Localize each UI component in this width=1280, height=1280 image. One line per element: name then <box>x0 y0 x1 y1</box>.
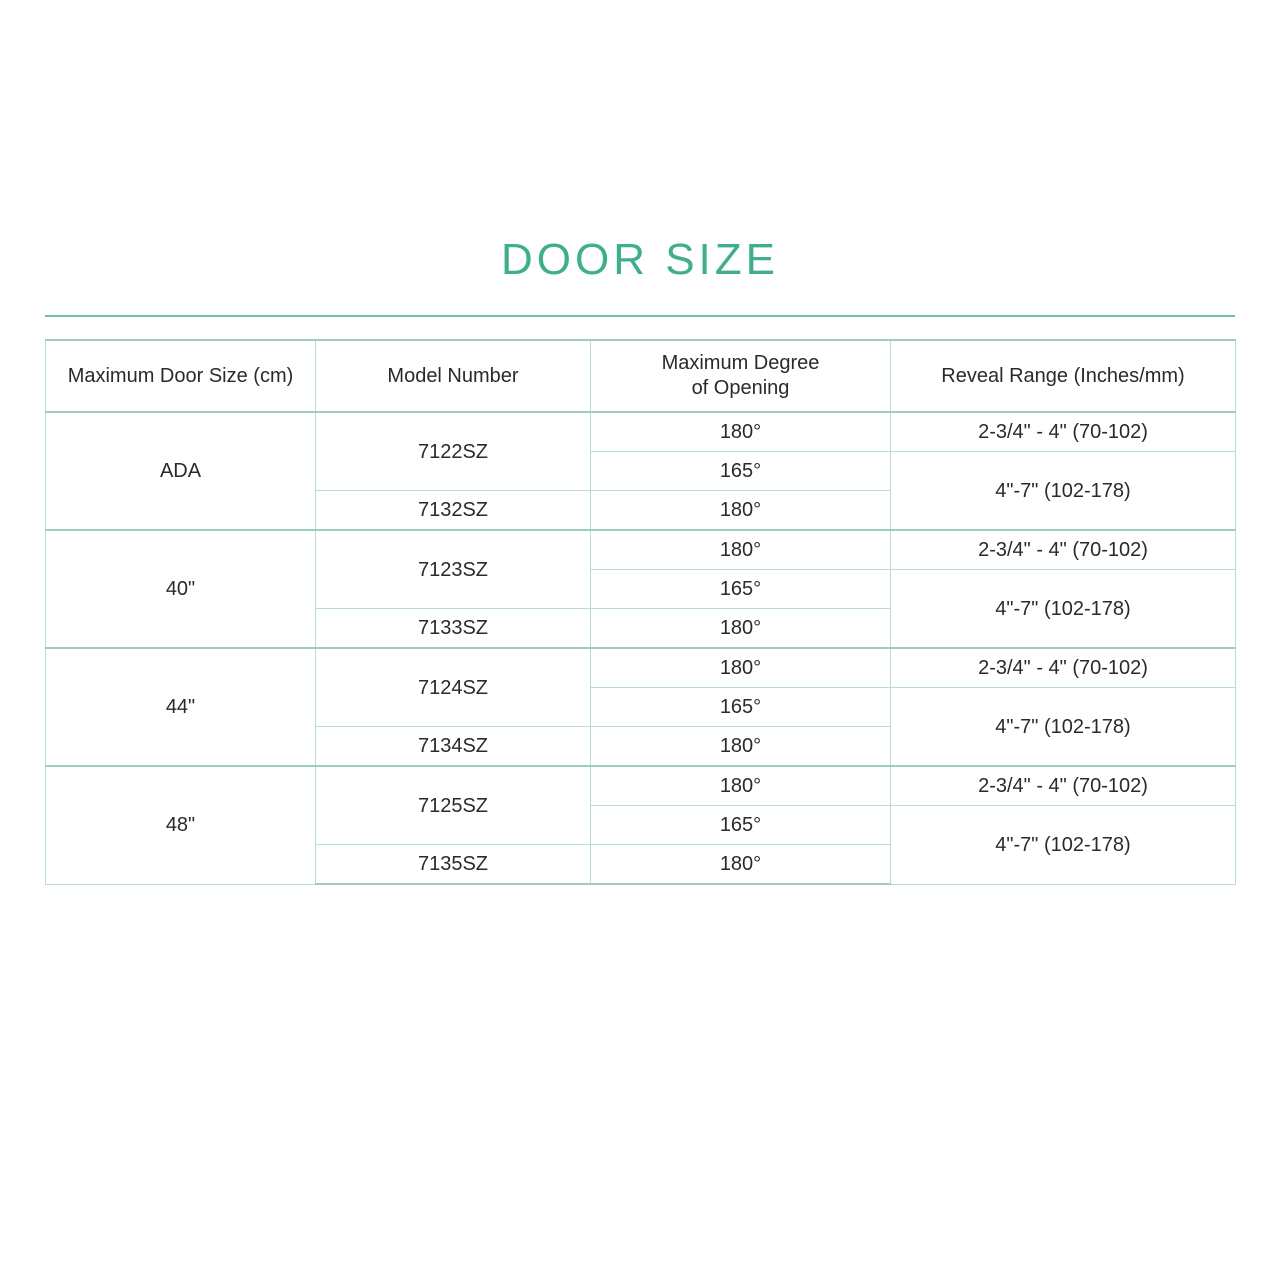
page-title: DOOR SIZE <box>0 235 1280 285</box>
table-row: 40" 7123SZ 180° 2-3/4" - 4" (70-102) <box>46 530 1236 570</box>
door-size-table: Maximum Door Size (cm) Model Number Maxi… <box>45 339 1236 885</box>
cell-model: 7133SZ <box>316 609 591 649</box>
cell-size: 44" <box>46 648 316 766</box>
cell-degree: 180° <box>591 491 891 531</box>
table-row: ADA 7122SZ 180° 2-3/4" - 4" (70-102) <box>46 412 1236 452</box>
page: DOOR SIZE Maximum Door Size (cm) Model N… <box>0 0 1280 1280</box>
cell-model: 7132SZ <box>316 491 591 531</box>
cell-degree: 165° <box>591 570 891 609</box>
col-header-model: Model Number <box>316 340 591 412</box>
cell-size: ADA <box>46 412 316 530</box>
cell-model: 7123SZ <box>316 530 591 609</box>
cell-degree: 180° <box>591 727 891 767</box>
cell-reveal: 2-3/4" - 4" (70-102) <box>891 530 1236 570</box>
cell-degree: 180° <box>591 648 891 688</box>
cell-reveal: 2-3/4" - 4" (70-102) <box>891 766 1236 806</box>
cell-size: 40" <box>46 530 316 648</box>
cell-reveal: 4"-7" (102-178) <box>891 688 1236 767</box>
cell-model: 7124SZ <box>316 648 591 727</box>
cell-degree: 165° <box>591 688 891 727</box>
col-header-degree: Maximum Degreeof Opening <box>591 340 891 412</box>
cell-size: 48" <box>46 766 316 884</box>
cell-degree: 180° <box>591 845 891 885</box>
cell-degree: 165° <box>591 452 891 491</box>
cell-reveal: 4"-7" (102-178) <box>891 570 1236 649</box>
col-header-size: Maximum Door Size (cm) <box>46 340 316 412</box>
cell-degree: 180° <box>591 412 891 452</box>
table-row: 44" 7124SZ 180° 2-3/4" - 4" (70-102) <box>46 648 1236 688</box>
cell-degree: 180° <box>591 530 891 570</box>
table-row: 48" 7125SZ 180° 2-3/4" - 4" (70-102) <box>46 766 1236 806</box>
cell-reveal: 2-3/4" - 4" (70-102) <box>891 412 1236 452</box>
cell-degree: 180° <box>591 609 891 649</box>
cell-model: 7134SZ <box>316 727 591 767</box>
cell-reveal: 4"-7" (102-178) <box>891 806 1236 885</box>
cell-degree: 165° <box>591 806 891 845</box>
cell-reveal: 4"-7" (102-178) <box>891 452 1236 531</box>
title-rule <box>45 315 1235 317</box>
table-header-row: Maximum Door Size (cm) Model Number Maxi… <box>46 340 1236 412</box>
cell-model: 7135SZ <box>316 845 591 885</box>
cell-model: 7122SZ <box>316 412 591 491</box>
cell-reveal: 2-3/4" - 4" (70-102) <box>891 648 1236 688</box>
cell-model: 7125SZ <box>316 766 591 845</box>
col-header-reveal: Reveal Range (Inches/mm) <box>891 340 1236 412</box>
cell-degree: 180° <box>591 766 891 806</box>
